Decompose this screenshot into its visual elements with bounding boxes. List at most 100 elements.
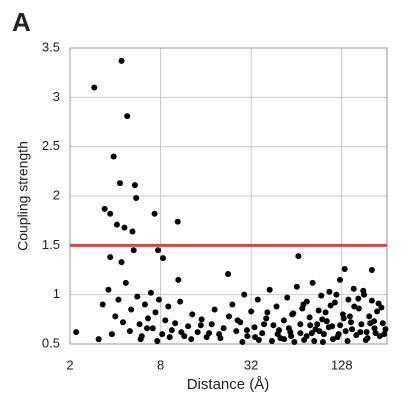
point	[225, 270, 232, 277]
point	[335, 331, 342, 338]
point	[266, 286, 273, 293]
point	[185, 323, 192, 330]
point	[303, 298, 310, 305]
point	[208, 321, 215, 328]
point	[346, 313, 353, 320]
point	[159, 331, 166, 338]
point	[108, 331, 115, 338]
point	[122, 279, 129, 286]
point	[297, 321, 304, 328]
point	[325, 324, 332, 331]
point	[345, 296, 352, 303]
point	[327, 302, 334, 309]
point	[314, 321, 321, 328]
point	[134, 293, 141, 300]
point	[355, 305, 362, 312]
point	[355, 295, 362, 302]
point	[137, 336, 144, 343]
point	[130, 247, 137, 254]
point	[351, 303, 358, 310]
point	[220, 325, 227, 332]
x-tick-label: 32	[244, 357, 258, 372]
point	[107, 210, 114, 217]
point	[168, 327, 175, 334]
plot-frame	[69, 47, 388, 345]
point	[293, 283, 300, 290]
point	[368, 267, 375, 273]
point	[211, 306, 218, 313]
point	[319, 316, 326, 323]
y-tick-label: 3.5	[42, 39, 60, 54]
point	[285, 325, 292, 332]
point	[309, 279, 316, 286]
x-tick-label: 2	[66, 357, 73, 372]
point	[121, 224, 128, 231]
point	[151, 210, 158, 217]
point	[323, 318, 330, 325]
point	[382, 326, 389, 333]
point	[372, 330, 379, 337]
point	[280, 317, 287, 324]
point	[145, 315, 152, 322]
point	[136, 321, 143, 328]
point	[118, 259, 125, 266]
point	[350, 285, 357, 292]
point	[347, 319, 354, 326]
point	[295, 253, 302, 260]
point	[362, 337, 369, 344]
point	[126, 328, 133, 335]
point	[357, 329, 364, 336]
y-tick-label: 3	[53, 89, 60, 104]
point	[133, 194, 140, 201]
point	[259, 330, 266, 337]
point	[326, 288, 333, 295]
point	[297, 330, 304, 337]
point	[344, 338, 351, 345]
point	[188, 336, 195, 343]
point	[189, 311, 196, 318]
point	[270, 322, 277, 329]
point	[374, 308, 381, 315]
point	[340, 315, 347, 322]
point	[291, 339, 298, 346]
point	[112, 313, 119, 320]
y-tick-label: 0.5	[42, 335, 60, 350]
point	[251, 324, 258, 331]
point	[379, 320, 386, 327]
point	[244, 333, 251, 340]
point	[342, 328, 349, 335]
point	[315, 307, 322, 314]
point	[363, 329, 370, 336]
point	[115, 296, 122, 303]
y-tick-label: 1.5	[42, 237, 60, 252]
point	[95, 336, 102, 343]
point	[172, 320, 179, 327]
point	[155, 296, 162, 303]
point	[368, 297, 375, 304]
point	[322, 309, 329, 316]
point	[381, 331, 388, 338]
point	[264, 309, 271, 316]
point	[337, 322, 344, 329]
panel-label: A	[12, 7, 31, 37]
point	[101, 205, 108, 212]
point	[175, 276, 182, 283]
point	[371, 325, 378, 332]
point	[273, 303, 280, 310]
point	[307, 322, 314, 329]
y-tick-label: 2	[53, 187, 60, 202]
point	[358, 321, 365, 328]
point	[110, 153, 117, 160]
point	[337, 276, 344, 283]
point	[159, 255, 166, 262]
point	[99, 301, 106, 308]
point	[360, 287, 367, 294]
point	[194, 329, 201, 336]
point	[178, 329, 185, 336]
point	[320, 331, 327, 338]
x-axis-label: Distance (Å)	[187, 376, 270, 393]
point	[281, 336, 288, 343]
point	[248, 308, 255, 315]
point	[261, 321, 268, 328]
